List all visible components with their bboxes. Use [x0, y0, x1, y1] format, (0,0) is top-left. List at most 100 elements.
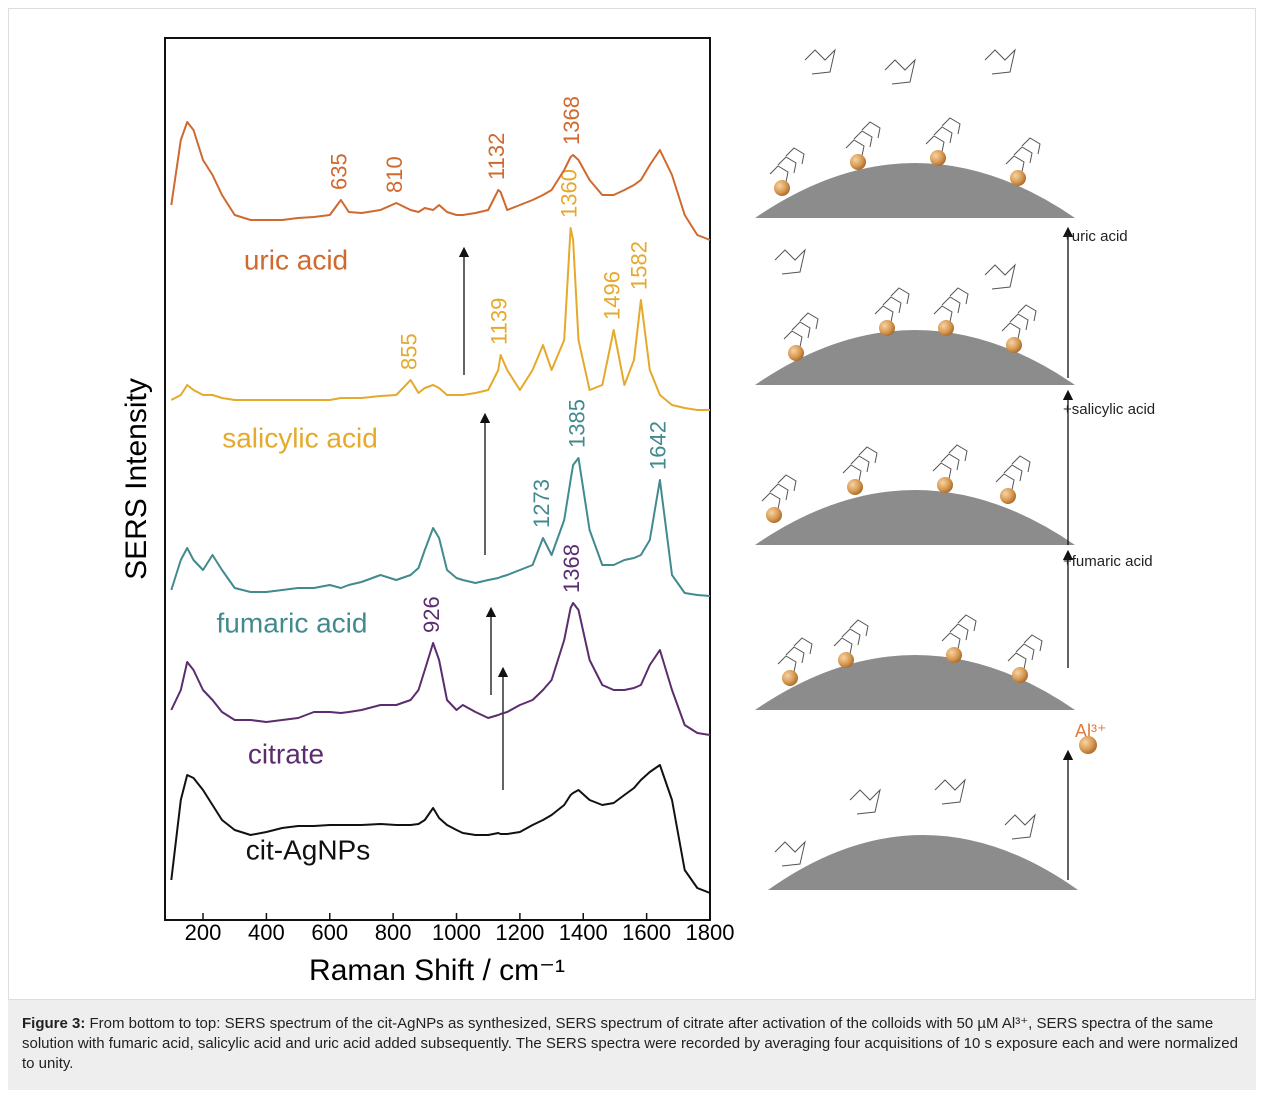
- molecule: [769, 483, 789, 501]
- spectrum-line: [170, 457, 711, 597]
- x-tick-label: 800: [375, 920, 412, 945]
- molecule: [783, 330, 803, 348]
- molecule: [791, 321, 811, 339]
- step-label: +salicylic acid: [1063, 401, 1155, 418]
- spectrum-line: [170, 602, 711, 736]
- series-label: uric acid: [244, 244, 348, 275]
- molecule: [1003, 464, 1023, 482]
- x-tick-label: 1200: [495, 920, 544, 945]
- molecule: [933, 305, 953, 323]
- molecule: [793, 637, 813, 655]
- molecule: [932, 462, 952, 480]
- molecule: [882, 296, 902, 314]
- x-tick-label: 1600: [622, 920, 671, 945]
- molecule: [1009, 313, 1029, 331]
- diagram: +uric acid +salicylic acid +fumaric acid Al…: [755, 48, 1155, 890]
- molecule: [777, 474, 797, 492]
- spectrum-line: [170, 764, 711, 894]
- molecule: [948, 444, 968, 462]
- x-tick-label: 1800: [686, 920, 735, 945]
- silver-ion-sphere: [946, 647, 962, 663]
- molecule: [984, 263, 1016, 290]
- molecule: [769, 165, 789, 183]
- peak-label: 855: [396, 333, 421, 370]
- molecule: [925, 135, 945, 153]
- silver-ion-sphere: [838, 652, 854, 668]
- molecule: [941, 117, 961, 135]
- nanoparticle-surface: [755, 163, 1075, 218]
- step-label: +fumaric acid: [1063, 553, 1153, 570]
- silver-ion-sphere: [766, 507, 782, 523]
- silver-ion-sphere: [938, 320, 954, 336]
- molecule: [804, 48, 836, 75]
- molecule: [890, 287, 910, 305]
- silver-ion-sphere: [847, 479, 863, 495]
- molecule: [785, 147, 805, 165]
- aluminium-ion: [1079, 736, 1097, 754]
- molecule: [1007, 652, 1027, 670]
- step-label: Al³⁺: [1075, 721, 1107, 741]
- peak-label: 1385: [564, 399, 589, 448]
- step-label: +uric acid: [1063, 228, 1128, 245]
- silver-ion-sphere: [1006, 337, 1022, 353]
- molecule: [853, 130, 873, 148]
- peak-label: 1139: [486, 298, 511, 345]
- caption: Figure 3: From bottom to top: SERS spect…: [8, 1000, 1256, 1090]
- molecule: [1017, 304, 1037, 322]
- molecule: [774, 248, 806, 275]
- nanoparticle-surface: [755, 490, 1075, 545]
- silver-ion-sphere: [1000, 488, 1016, 504]
- molecule: [845, 139, 865, 157]
- molecule: [949, 623, 969, 641]
- molecule: [1023, 634, 1043, 652]
- molecule: [849, 788, 881, 815]
- molecule: [1001, 322, 1021, 340]
- caption-label: Figure 3:: [22, 1015, 86, 1032]
- molecule: [995, 473, 1015, 491]
- peak-label: 1496: [599, 271, 624, 320]
- peak-label: 810: [382, 156, 407, 193]
- molecule: [850, 455, 870, 473]
- molecule: [777, 655, 797, 673]
- caption-text: From bottom to top: SERS spectrum of the…: [22, 1015, 1238, 1072]
- molecule: [984, 48, 1016, 75]
- series-label: salicylic acid: [222, 422, 378, 453]
- figure: [8, 8, 1256, 1000]
- molecule: [774, 840, 806, 867]
- molecule: [842, 464, 862, 482]
- molecule: [884, 58, 916, 85]
- molecule: [799, 312, 819, 330]
- molecule: [1005, 155, 1025, 173]
- molecule: [1013, 146, 1033, 164]
- series-label: cit-AgNPs: [246, 834, 370, 865]
- x-tick-label: 600: [311, 920, 348, 945]
- x-tick-label: 400: [248, 920, 285, 945]
- silver-ion-sphere: [1012, 667, 1028, 683]
- plot-arrows: [458, 246, 509, 790]
- spectrum-line: [170, 227, 710, 411]
- molecule: [1011, 455, 1031, 473]
- molecule: [777, 156, 797, 174]
- silver-ion-sphere: [1010, 170, 1026, 186]
- molecule: [934, 778, 966, 805]
- series-label: fumaric acid: [217, 607, 368, 638]
- nanoparticle-surface: [755, 330, 1075, 385]
- x-tick-label: 1000: [432, 920, 481, 945]
- peak-label: 1368: [559, 544, 584, 593]
- nanoparticle-surface: [755, 655, 1075, 710]
- plot-frame: [164, 37, 711, 921]
- molecule: [1004, 813, 1036, 840]
- molecule: [833, 637, 853, 655]
- molecule: [785, 646, 805, 664]
- peak-label: 1273: [529, 479, 554, 528]
- molecule: [761, 492, 781, 510]
- molecule: [858, 446, 878, 464]
- molecule: [941, 296, 961, 314]
- molecule: [1015, 643, 1035, 661]
- series-label: citrate: [248, 738, 324, 769]
- peak-label: 635: [327, 153, 352, 190]
- molecule: [941, 632, 961, 650]
- peak-label: 1642: [646, 421, 671, 470]
- molecule: [933, 126, 953, 144]
